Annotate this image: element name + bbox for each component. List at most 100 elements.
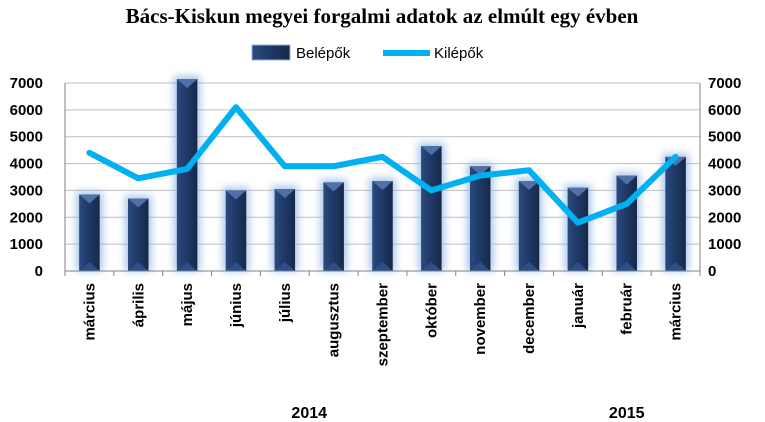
- left-tick-label: 2000: [10, 209, 43, 226]
- category-label: július: [277, 283, 294, 323]
- category-label: június: [228, 283, 245, 328]
- category-label: augusztus: [326, 283, 343, 357]
- bar-bevel-bottom: [323, 262, 344, 271]
- legend-label-belepok: Belépők: [296, 45, 351, 62]
- bar-bevel-bottom: [567, 262, 589, 271]
- bar-bevel-bottom: [372, 262, 393, 271]
- bar: [662, 153, 689, 271]
- legend-label-kilepok: Kilépők: [434, 45, 484, 62]
- line-series-kilepok: [86, 104, 679, 226]
- bar: [515, 178, 543, 271]
- bar-bevel-top: [616, 175, 637, 185]
- bar-body: [567, 187, 589, 271]
- bar-body: [421, 146, 442, 271]
- line-point: [430, 189, 432, 191]
- bar: [613, 172, 640, 271]
- bar-body: [469, 166, 491, 271]
- category-label: november: [472, 283, 489, 355]
- legend-item-kilepok: Kilépők: [383, 45, 484, 62]
- line-point: [626, 203, 628, 205]
- bar-bevel-bottom: [421, 262, 442, 271]
- right-axis-ticks: 0 1000 2000 3000 4000 5000 6000 7000: [708, 75, 741, 280]
- left-axis-ticks: 0 1000 2000 3000 4000 5000 6000 7000: [10, 75, 43, 280]
- bar-bevel-top: [79, 194, 100, 204]
- line-point: [577, 222, 579, 224]
- line-point: [284, 165, 286, 167]
- bar-bevel-top: [469, 166, 491, 176]
- chart-title: Bács-Kiskun megyei forgalmi adatok az el…: [126, 4, 639, 28]
- bar-bevel-bottom: [225, 262, 247, 271]
- line-point: [235, 106, 237, 108]
- bar-bevel-top: [421, 146, 442, 156]
- category-label: február: [619, 283, 636, 335]
- line-point: [675, 156, 677, 158]
- bar-body: [128, 198, 149, 271]
- category-label: január: [570, 283, 587, 329]
- bar-bevel-bottom: [518, 262, 540, 271]
- bar-bevel-top: [567, 187, 589, 197]
- line-point: [137, 177, 139, 179]
- year-labels: 2014 2015: [291, 405, 644, 422]
- bar-body: [225, 190, 247, 271]
- bar-bevel-bottom: [469, 262, 491, 271]
- bar: [76, 191, 103, 271]
- bar-bevel-bottom: [616, 262, 637, 271]
- year-label: 2014: [291, 405, 327, 422]
- right-tick-label: 6000: [708, 102, 741, 119]
- bar-body: [616, 175, 637, 271]
- right-tick-label: 3000: [708, 182, 741, 199]
- left-tick-label: 6000: [10, 102, 43, 119]
- axes: [64, 83, 701, 276]
- category-label: december: [521, 283, 538, 354]
- right-tick-label: 4000: [708, 156, 741, 173]
- bar-bevel-bottom: [79, 262, 100, 271]
- left-tick-label: 7000: [10, 75, 43, 92]
- year-label: 2015: [609, 405, 645, 422]
- category-label: október: [423, 283, 440, 338]
- legend: Belépők Kilépők: [251, 44, 484, 62]
- right-tick-label: 0: [708, 263, 716, 280]
- line-point: [186, 168, 188, 170]
- right-tick-label: 5000: [708, 129, 741, 146]
- bar-bevel-top: [274, 189, 296, 199]
- left-tick-label: 3000: [10, 182, 43, 199]
- bar-bevel-bottom: [176, 262, 198, 271]
- legend-item-belepok: Belépők: [251, 44, 351, 62]
- bar: [271, 186, 299, 271]
- bar: [418, 143, 445, 271]
- bar-body: [274, 189, 296, 271]
- bar-body: [323, 182, 344, 271]
- bar-body: [79, 194, 100, 271]
- bar: [320, 179, 347, 271]
- bar: [466, 163, 494, 271]
- bar-bevel-top: [128, 198, 149, 208]
- right-tick-label: 1000: [708, 236, 741, 253]
- bar-bevel-bottom: [665, 262, 686, 271]
- category-label: szeptember: [375, 283, 392, 367]
- bar: [125, 195, 152, 271]
- left-tick-label: 0: [35, 263, 43, 280]
- bar-body: [372, 181, 393, 271]
- bar-body: [518, 181, 540, 271]
- category-label: március: [81, 283, 98, 341]
- bar-bevel-top: [323, 182, 344, 192]
- line-point: [479, 175, 481, 177]
- category-label: március: [668, 283, 685, 341]
- line-point: [528, 169, 530, 171]
- bar-bevel-top: [518, 181, 540, 191]
- bar-bevel-top: [225, 190, 247, 200]
- category-label: május: [179, 283, 196, 326]
- line-point: [333, 165, 335, 167]
- bar: [369, 178, 396, 271]
- line-point: [88, 152, 90, 154]
- bar-bevel-bottom: [128, 262, 149, 271]
- right-tick-label: 7000: [708, 75, 741, 92]
- left-tick-label: 1000: [10, 236, 43, 253]
- bar: [222, 187, 250, 271]
- category-axis-labels: március április május június július augusztus…: [81, 283, 684, 367]
- line-point: [382, 156, 383, 158]
- bar-bevel-top: [372, 181, 393, 191]
- legend-swatch-belepok: [251, 44, 291, 61]
- bar: [564, 184, 592, 271]
